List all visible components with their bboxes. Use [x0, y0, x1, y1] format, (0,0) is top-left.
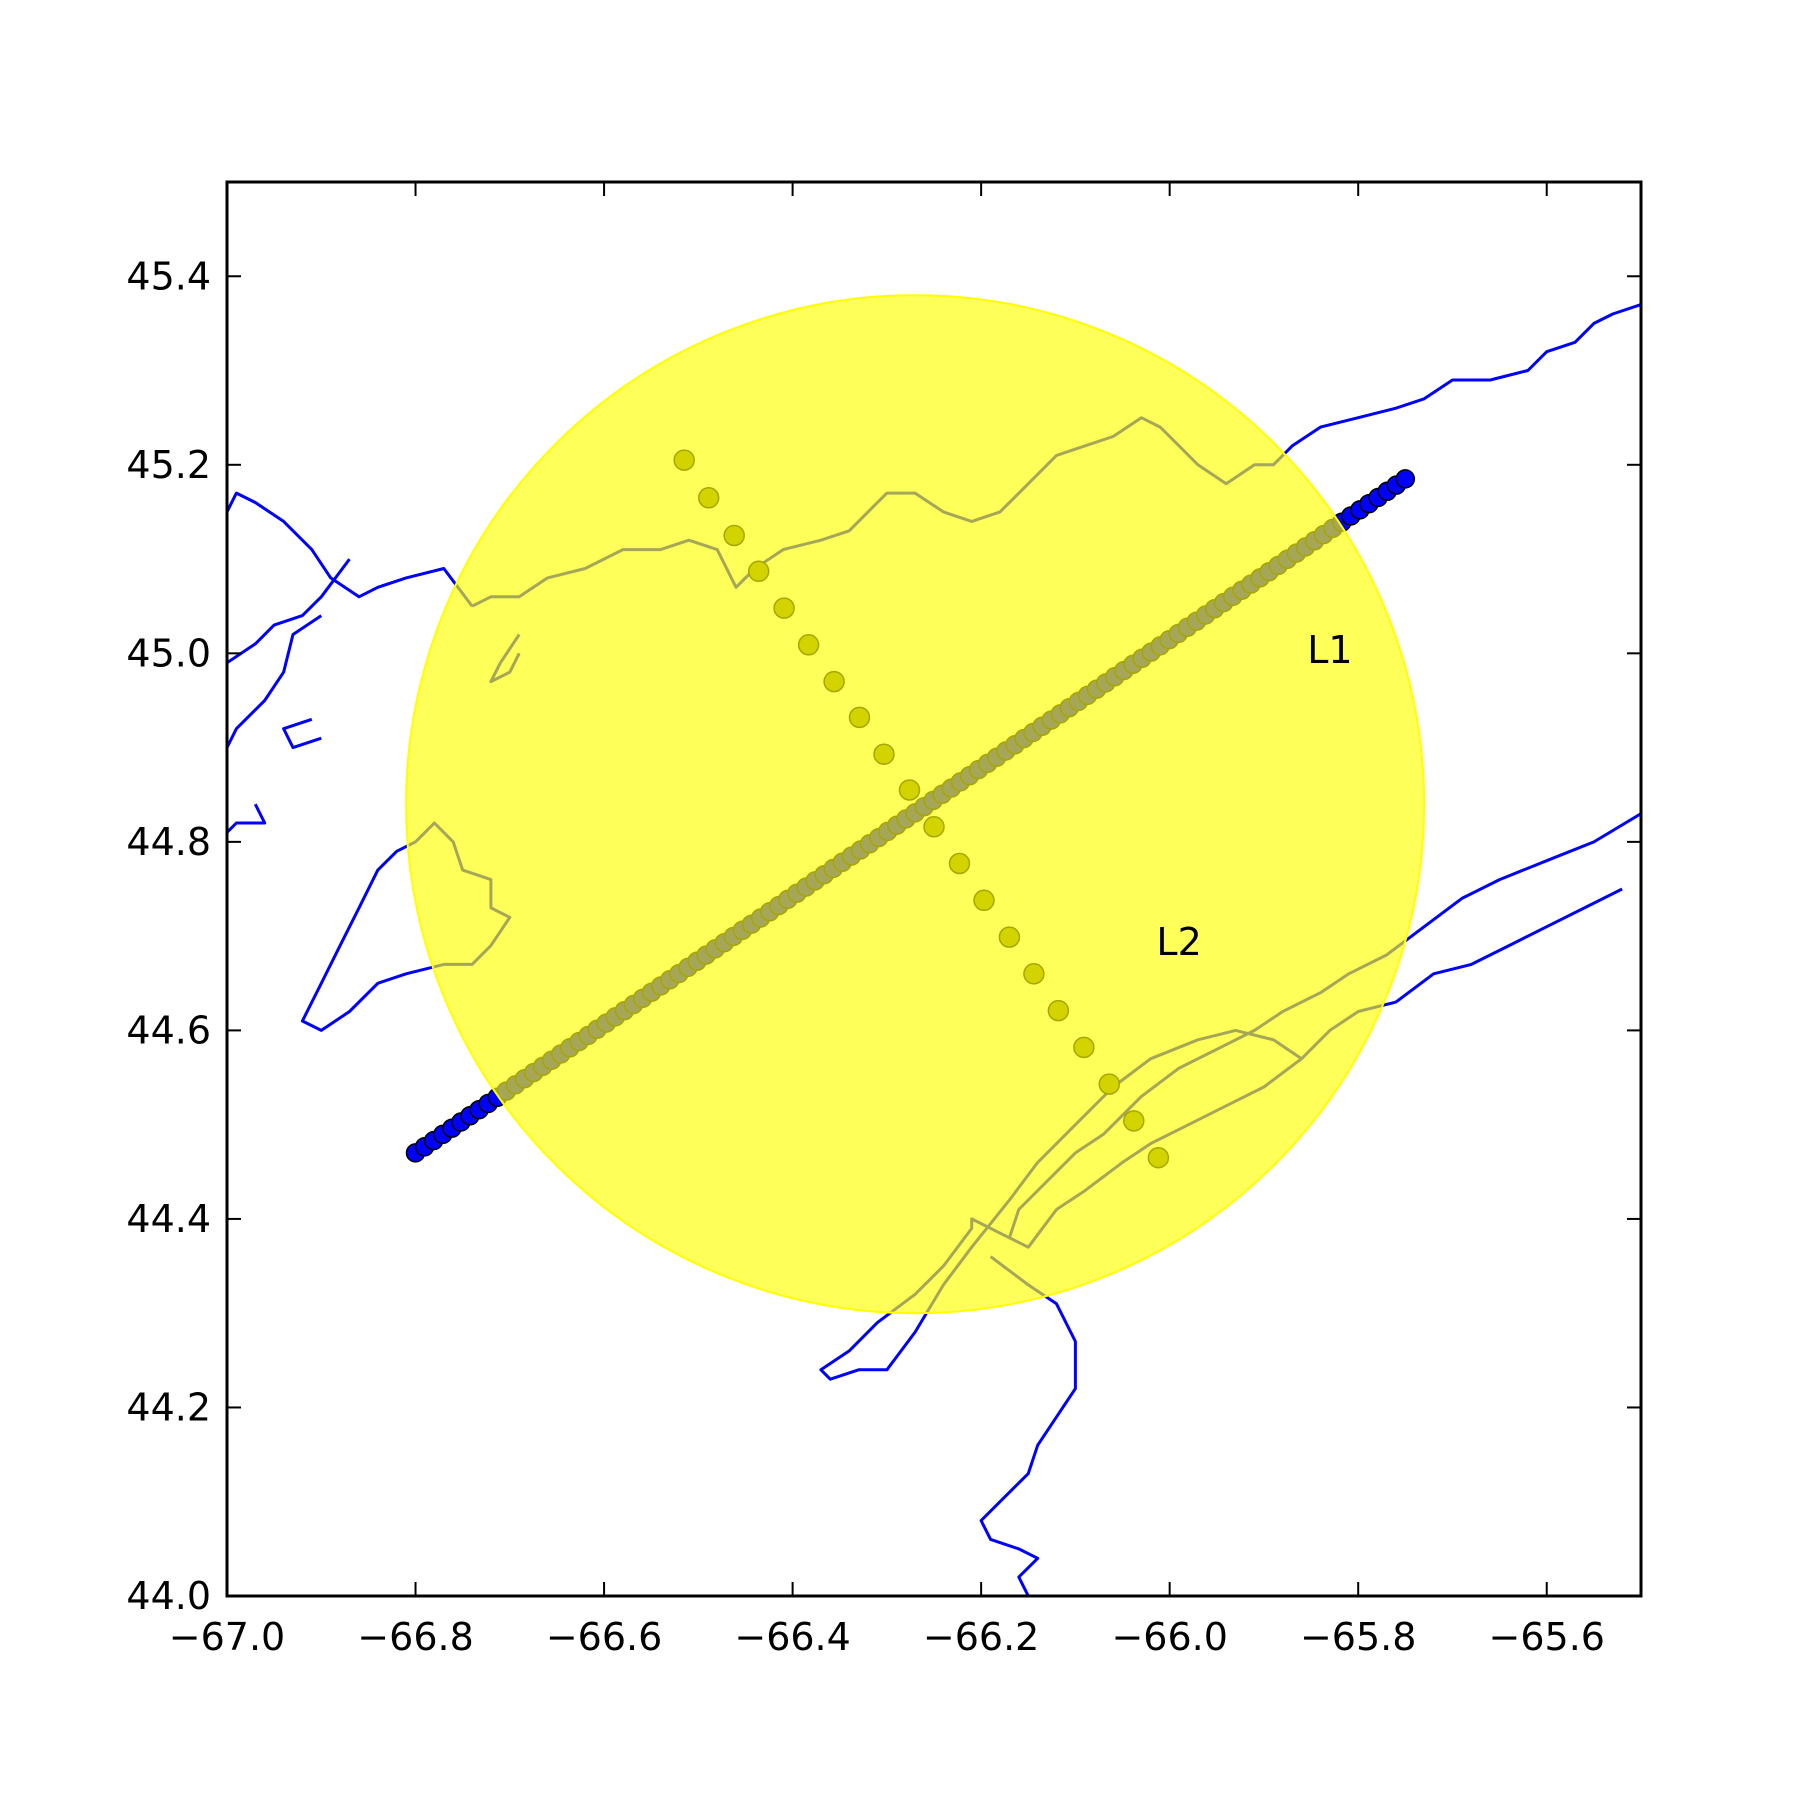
axes-frame: [225, 180, 1643, 1598]
y-tick-label: 44.2: [126, 1385, 211, 1429]
x-tick-label: −66.8: [357, 1615, 473, 1659]
coastline-segment-2: [227, 558, 351, 665]
x-tick-label: −65.8: [1300, 1615, 1416, 1659]
y-tick-label: 44.4: [126, 1197, 211, 1241]
l1-point: [1395, 469, 1416, 489]
annotation-layer: L1 L2: [1156, 628, 1352, 964]
x-tick-label: −66.2: [923, 1615, 1039, 1659]
y-axis-ticks: 44.0 44.2 44.4 44.6 44.8 45.0 45.2 45.4: [126, 254, 1641, 1618]
x-tick-label: −67.0: [169, 1615, 285, 1659]
coastline-segment-5: [282, 717, 322, 750]
plot-area: [227, 294, 1641, 1596]
coastline-segment-1: [227, 491, 474, 608]
coastline-segment-3: [227, 614, 323, 749]
y-tick-label: 44.6: [126, 1008, 211, 1052]
annotation-l2: L2: [1156, 920, 1201, 964]
x-tick-label: −66.6: [546, 1615, 662, 1659]
x-tick-label: −66.4: [734, 1615, 850, 1659]
x-tick-label: −66.0: [1111, 1615, 1227, 1659]
axes-border: [225, 180, 1643, 1598]
x-axis-ticks: −67.0 −66.8 −66.6 −66.4 −66.2 −66.0 −65.8 −65.6: [169, 182, 1605, 1659]
y-tick-label: 45.0: [126, 631, 211, 675]
x-tick-label: −65.6: [1489, 1615, 1605, 1659]
annotation-l1: L1: [1307, 628, 1352, 672]
y-tick-label: 45.4: [126, 254, 211, 298]
y-tick-label: 44.0: [126, 1574, 211, 1618]
highlight-circle-layer: [405, 294, 1426, 1315]
coastline-segment-10: [979, 1255, 1077, 1596]
highlight-circle: [405, 294, 1426, 1315]
y-tick-label: 44.8: [126, 820, 211, 864]
y-tick-label: 45.2: [126, 443, 211, 487]
coastline-segment-4: [227, 803, 267, 834]
